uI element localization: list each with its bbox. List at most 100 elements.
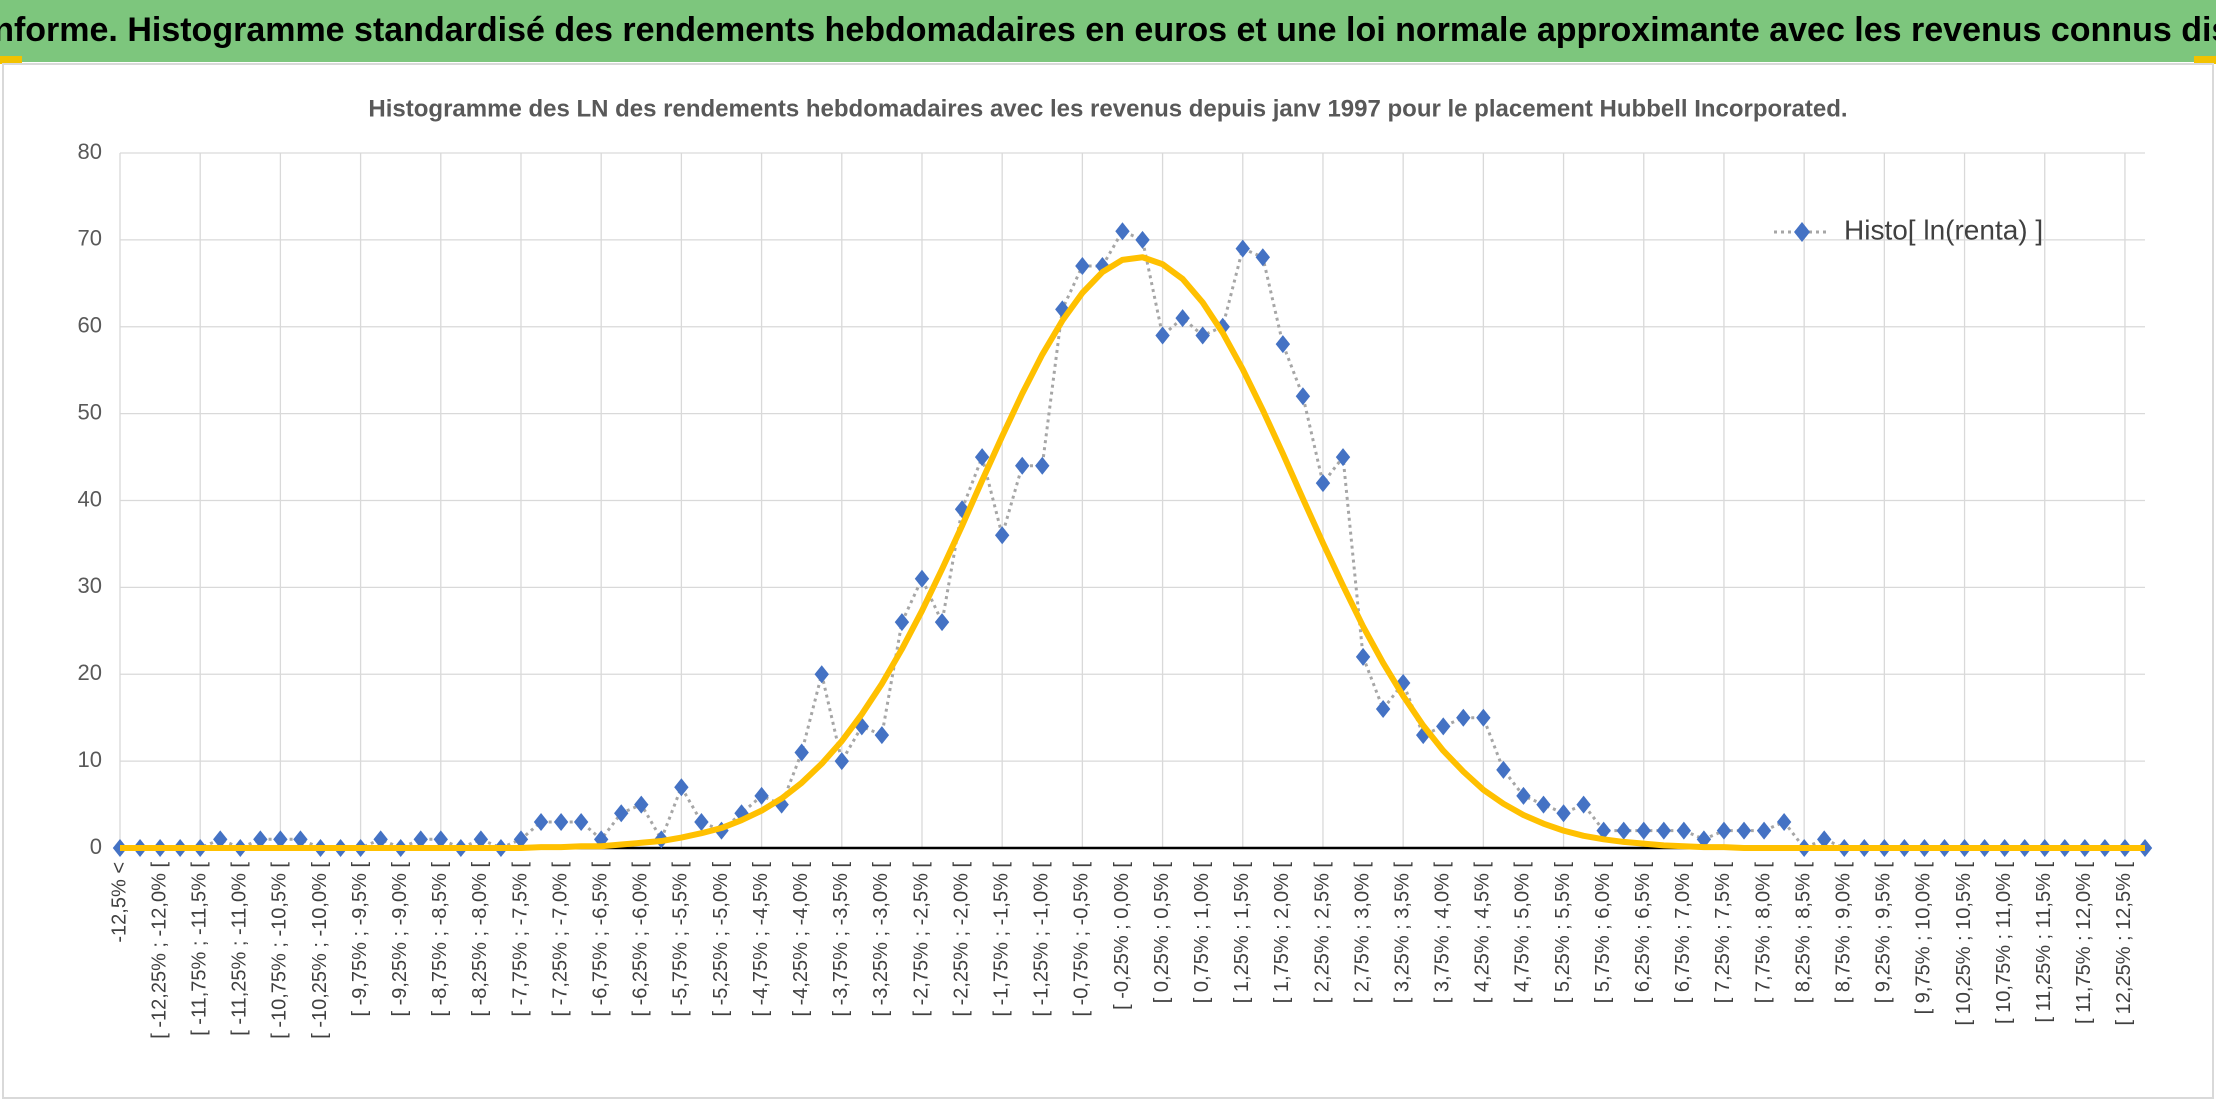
- x-tick-label: [ 11,25% ; 11,5% [: [2033, 862, 2055, 1023]
- histo-marker: [914, 569, 930, 588]
- histo-marker: [614, 804, 629, 823]
- histo-marker: [1416, 726, 1431, 745]
- x-tick-label: [ 3,75% ; 4,0% [: [1432, 862, 1454, 1004]
- x-tick-label: [ 9,25% ; 9,5% [: [1873, 862, 1895, 1004]
- histo-marker: [1696, 830, 1712, 849]
- histo-marker: [1456, 708, 1471, 727]
- histo-marker: [1355, 647, 1371, 666]
- histo-marker: [834, 752, 849, 771]
- histo-marker: [934, 613, 950, 632]
- x-tick-label: [ -9,75% ; -9,5% [: [349, 862, 371, 1017]
- x-tick-label: [ -1,25% ; -1,0% [: [1031, 862, 1053, 1017]
- x-tick-label: [ -0,75% ; -0,5% [: [1071, 862, 1093, 1017]
- histo-marker: [1656, 821, 1672, 840]
- x-tick-label: [ 12,25% ; 12,5% [: [2113, 862, 2135, 1026]
- x-tick-label: [ -6,25% ; -6,0% [: [630, 862, 652, 1017]
- x-tick-label: [ -4,25% ; -4,0% [: [790, 862, 812, 1017]
- histo-marker: [513, 830, 529, 849]
- histo-marker: [1776, 812, 1792, 831]
- histo-marker: [1015, 456, 1030, 475]
- histo-marker: [413, 830, 428, 849]
- x-tick-label: [ -11,75% ; -11,5% [: [188, 862, 210, 1036]
- x-tick-label: [ 11,75% ; 12,0% [: [2073, 862, 2095, 1024]
- x-tick-label: [ -1,75% ; -1,5% [: [990, 862, 1012, 1017]
- x-tick-label: [ 5,25% ; 5,5% [: [1552, 862, 1574, 1004]
- histo-marker: [1516, 786, 1531, 805]
- x-tick-label: [ -2,25% ; -2,0% [: [950, 862, 972, 1017]
- y-tick-label: 10: [78, 747, 102, 772]
- histo-marker: [694, 812, 709, 831]
- x-tick-label: -12,5% <: [108, 862, 130, 943]
- histo-marker: [533, 812, 549, 831]
- x-tick-label: [ -3,75% ; -3,5% [: [830, 862, 852, 1017]
- x-tick-label: [ 10,25% ; 10,5% [: [1953, 862, 1975, 1026]
- y-tick-label: 50: [78, 399, 102, 424]
- histo-marker: [1155, 326, 1170, 345]
- histo-marker: [1716, 821, 1732, 840]
- x-tick-label: [ 7,75% ; 8,0% [: [1752, 862, 1774, 1004]
- histo-marker: [874, 726, 890, 745]
- histo-marker: [1736, 821, 1752, 840]
- histo-marker: [994, 526, 1010, 545]
- histo-marker: [1756, 821, 1772, 840]
- y-tick-label: 30: [78, 573, 102, 598]
- y-tick-label: 80: [78, 139, 102, 164]
- histo-marker: [213, 830, 228, 849]
- x-tick-label: [ 1,75% ; 2,0% [: [1271, 862, 1293, 1004]
- page-title: ADAM Informe. Histogramme standardisé de…: [0, 11, 2216, 49]
- histo-marker: [974, 448, 990, 467]
- x-tick-label: [ -3,25% ; -3,0% [: [870, 862, 892, 1017]
- x-tick-label: [ -10,75% ; -10,5% [: [269, 862, 291, 1039]
- x-tick-label: [ 1,25% ; 1,5% [: [1231, 862, 1253, 1004]
- histo-marker: [553, 812, 569, 831]
- histo-marker: [1576, 795, 1591, 814]
- title-bar: [0, 0, 2216, 62]
- x-tick-label: [ -0,25% ; 0,0% [: [1111, 862, 1133, 1010]
- y-tick-label: 70: [78, 226, 102, 251]
- x-tick-label: [ 4,25% ; 4,5% [: [1472, 862, 1494, 1004]
- histo-marker: [1556, 804, 1571, 823]
- x-tick-label: [ 2,25% ; 2,5% [: [1311, 862, 1333, 1004]
- histo-marker: [1195, 326, 1210, 345]
- histo-marker: [1135, 230, 1150, 249]
- histo-marker: [814, 665, 829, 684]
- legend-marker: [1794, 222, 1810, 242]
- histo-marker: [473, 830, 489, 849]
- histo-marker: [433, 830, 448, 849]
- normal-curve: [120, 254, 2145, 851]
- histo-marker: [1436, 717, 1451, 736]
- histo-marker: [573, 812, 589, 831]
- histo-marker: [1817, 830, 1832, 849]
- x-tick-label: [ 0,75% ; 1,0% [: [1191, 862, 1213, 1004]
- histo-marker: [1075, 256, 1090, 275]
- histo-marker: [1476, 708, 1491, 727]
- histo-marker: [894, 613, 910, 632]
- x-tick-label: [ -5,75% ; -5,5% [: [670, 862, 692, 1017]
- histo-marker: [1115, 222, 1130, 241]
- histo-marker: [1235, 239, 1250, 258]
- histo-marker: [1375, 700, 1391, 718]
- legend-label: Histo[ ln(renta) ]: [1844, 214, 2043, 245]
- x-tick-label: [ 4,75% ; 5,0% [: [1512, 862, 1534, 1004]
- chart-border: [2, 63, 2214, 1099]
- x-tick-label: [ -6,75% ; -6,5% [: [589, 862, 611, 1017]
- corner-strip: [2194, 56, 2216, 64]
- histo-marker: [1395, 673, 1411, 692]
- x-tick-label: [ 0,25% ; 0,5% [: [1151, 862, 1173, 1004]
- histo-marker: [253, 830, 268, 849]
- x-tick-label: [ 6,25% ; 6,5% [: [1632, 862, 1654, 1004]
- histo-marker: [1676, 821, 1692, 840]
- x-tick-label: [ -7,25% ; -7,0% [: [549, 862, 571, 1017]
- x-tick-label: [ -8,75% ; -8,5% [: [429, 862, 451, 1017]
- histo-marker: [1175, 309, 1190, 328]
- chart-title: Histogramme des LN des rendements hebdom…: [368, 95, 1847, 122]
- histo-marker: [1275, 335, 1291, 354]
- x-tick-label: [ -7,75% ; -7,5% [: [509, 862, 531, 1017]
- histo-marker: [1636, 821, 1651, 840]
- corner-strip: [0, 56, 22, 64]
- histo-marker: [1496, 760, 1511, 779]
- histo-marker: [1536, 795, 1551, 814]
